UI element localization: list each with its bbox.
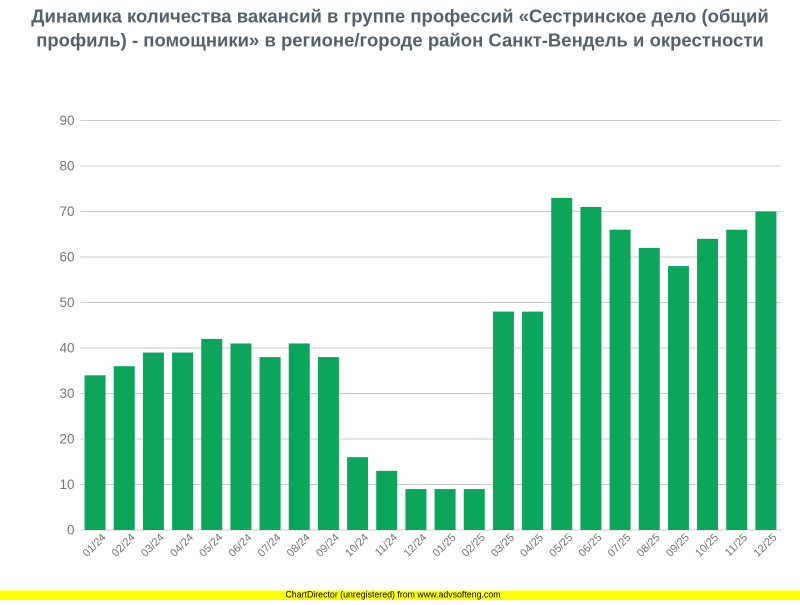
svg-text:60: 60	[59, 250, 74, 265]
svg-text:20: 20	[59, 432, 74, 447]
svg-text:40: 40	[59, 341, 74, 356]
svg-text:50: 50	[59, 295, 74, 310]
svg-text:30: 30	[59, 386, 74, 401]
svg-text:70: 70	[59, 204, 74, 219]
svg-text:80: 80	[59, 159, 74, 174]
svg-text:Динамика количества вакансий в: Динамика количества вакансий в группе пр…	[31, 6, 768, 27]
svg-text:10: 10	[59, 477, 74, 492]
svg-text:профиль) - помощники» в регион: профиль) - помощники» в регионе/городе р…	[36, 30, 764, 51]
svg-text:0: 0	[67, 523, 75, 538]
svg-text:90: 90	[59, 113, 74, 128]
svg-text:ChartDirector (unregistered) f: ChartDirector (unregistered) from www.ad…	[285, 590, 500, 600]
